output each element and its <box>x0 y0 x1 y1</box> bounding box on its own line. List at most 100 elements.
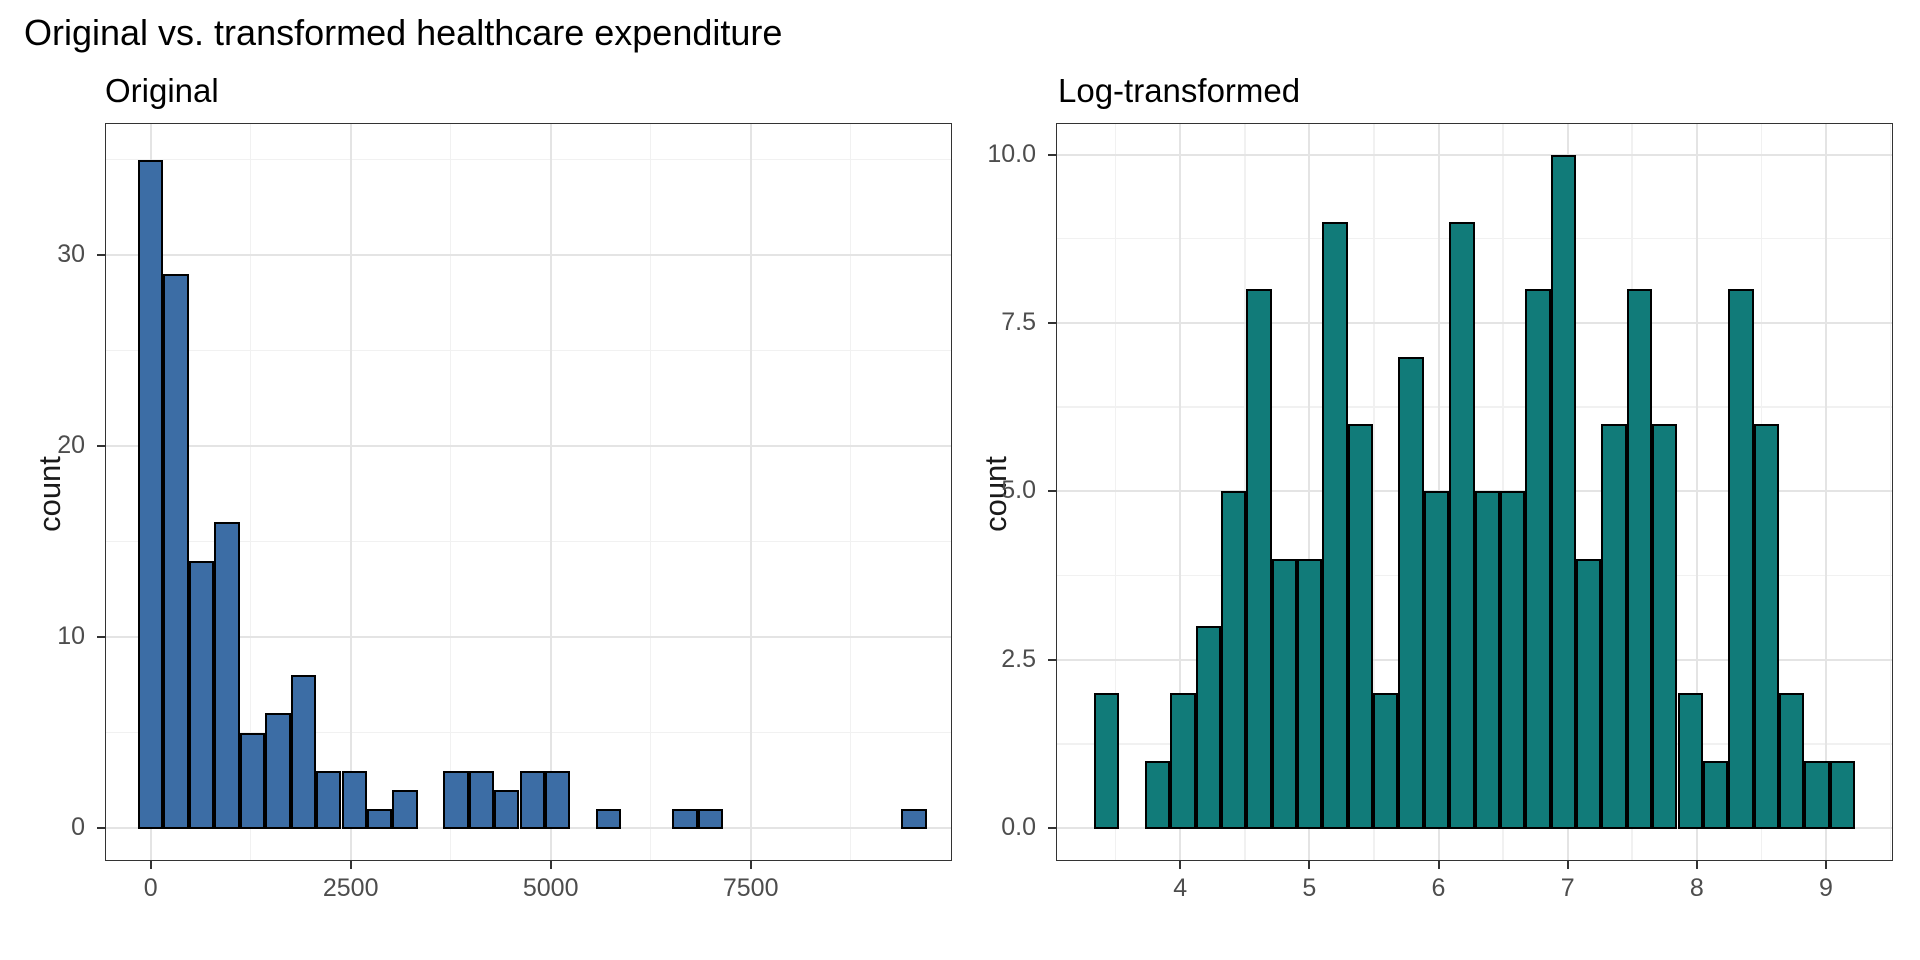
gridline-major-y <box>1056 153 1893 156</box>
histogram-bar <box>1347 423 1374 829</box>
gridline-major-x <box>549 123 552 861</box>
x-tick-mark <box>149 861 152 869</box>
x-tick-mark <box>549 861 552 869</box>
x-tick-label: 5 <box>1302 874 1317 902</box>
y-tick-label: 30 <box>57 240 85 268</box>
histogram-bar <box>901 808 927 829</box>
histogram-bar <box>595 808 622 829</box>
histogram-bar <box>1652 423 1678 829</box>
histogram-bar <box>1702 760 1729 829</box>
panel-border <box>1056 123 1893 861</box>
histogram-bar <box>1601 423 1627 829</box>
y-tick-label: 7.5 <box>1001 307 1036 336</box>
y-tick-label: 20 <box>57 431 85 459</box>
y-tick-label: 5.0 <box>1001 476 1036 505</box>
histogram-bar <box>1220 491 1247 830</box>
histogram-bar <box>1423 491 1450 830</box>
histogram-bar <box>1449 221 1475 829</box>
gridline-minor-x <box>649 123 652 861</box>
histogram-bar <box>1170 693 1196 829</box>
histogram-bar <box>1195 626 1221 829</box>
histogram-bar <box>1499 491 1526 830</box>
gridline-minor-x <box>849 123 852 861</box>
histogram-bar <box>1144 760 1171 829</box>
histogram-bar <box>366 808 393 829</box>
histogram-bar <box>1804 760 1830 829</box>
histogram-bar <box>1778 693 1805 829</box>
histogram-bar <box>163 274 189 829</box>
histogram-bar <box>1550 154 1576 829</box>
y-tick-label: 2.5 <box>1001 644 1036 673</box>
panel-title-original: Original <box>105 72 219 109</box>
x-tick-label: 5000 <box>522 874 579 902</box>
histogram-bar <box>188 560 215 829</box>
x-tick-label: 4 <box>1173 874 1188 902</box>
histogram-bar <box>1576 558 1602 829</box>
y-tick-mark <box>1048 490 1056 493</box>
gridline-major-y <box>105 636 952 638</box>
x-tick-label: 9 <box>1818 874 1833 902</box>
x-tick-label: 0 <box>143 874 158 902</box>
histogram-bar <box>316 770 342 829</box>
x-tick-label: 8 <box>1689 874 1704 902</box>
y-tick-label: 10.0 <box>987 139 1036 168</box>
histogram-bar <box>519 770 545 829</box>
x-tick-mark <box>1179 861 1182 869</box>
x-tick-mark <box>749 861 752 869</box>
histogram-bar <box>672 808 698 829</box>
histogram-bar <box>1322 221 1348 829</box>
figure-title: Original vs. transformed healthcare expe… <box>24 12 783 53</box>
histogram-bar <box>1246 289 1272 829</box>
histogram-bar <box>265 713 291 829</box>
x-tick-label: 7500 <box>722 874 779 902</box>
y-tick-label: 0.0 <box>1001 813 1036 841</box>
histogram-bar <box>1753 423 1779 829</box>
histogram-bar <box>1297 558 1323 829</box>
gridline-major-x <box>1824 123 1827 861</box>
histogram-bar <box>1525 289 1551 829</box>
histogram-bar <box>341 770 367 829</box>
y-tick-label: 0 <box>71 813 85 841</box>
x-tick-mark <box>1695 861 1698 869</box>
x-tick-mark <box>349 861 352 869</box>
histogram-bar <box>545 770 571 829</box>
y-tick-mark <box>1048 153 1056 156</box>
histogram-bar <box>1271 558 1297 829</box>
histogram-bar <box>239 732 266 829</box>
histogram-bar <box>138 159 164 829</box>
histogram-bar <box>290 675 316 829</box>
gridline-major-x <box>349 123 352 861</box>
gridline-major-x <box>1179 123 1182 861</box>
y-tick-mark <box>1048 658 1056 661</box>
panel-border <box>105 123 952 861</box>
gridline-major-x <box>1695 123 1698 861</box>
y-tick-mark <box>1048 321 1056 324</box>
histogram-bar <box>1094 693 1120 829</box>
gridline-minor-y <box>105 540 952 543</box>
y-tick-mark <box>1048 827 1056 829</box>
x-tick-label: 7 <box>1560 874 1575 902</box>
histogram-bar <box>494 789 520 829</box>
x-tick-label: 2500 <box>322 874 379 902</box>
gridline-minor-y <box>105 158 952 161</box>
histogram-bar <box>214 522 240 829</box>
x-tick-mark <box>1437 861 1440 869</box>
histogram-bar <box>392 789 418 829</box>
panel-title-log-transformed: Log-transformed <box>1058 72 1301 109</box>
histogram-bar <box>697 808 724 829</box>
gridline-minor-y <box>105 731 952 734</box>
x-tick-mark <box>1566 861 1569 869</box>
histogram-bar <box>1474 491 1500 830</box>
histogram-bar <box>1728 289 1754 829</box>
y-tick-mark <box>97 254 105 256</box>
y-tick-mark <box>97 636 105 638</box>
y-axis-title-left: count <box>32 456 67 532</box>
gridline-major-y <box>105 445 952 447</box>
gridline-minor-x <box>449 123 452 861</box>
histogram-bar <box>443 770 469 829</box>
histogram-bar <box>1829 760 1855 829</box>
gridline-minor-y <box>105 349 952 352</box>
y-tick-mark <box>97 445 105 447</box>
y-tick-label: 10 <box>57 622 85 650</box>
